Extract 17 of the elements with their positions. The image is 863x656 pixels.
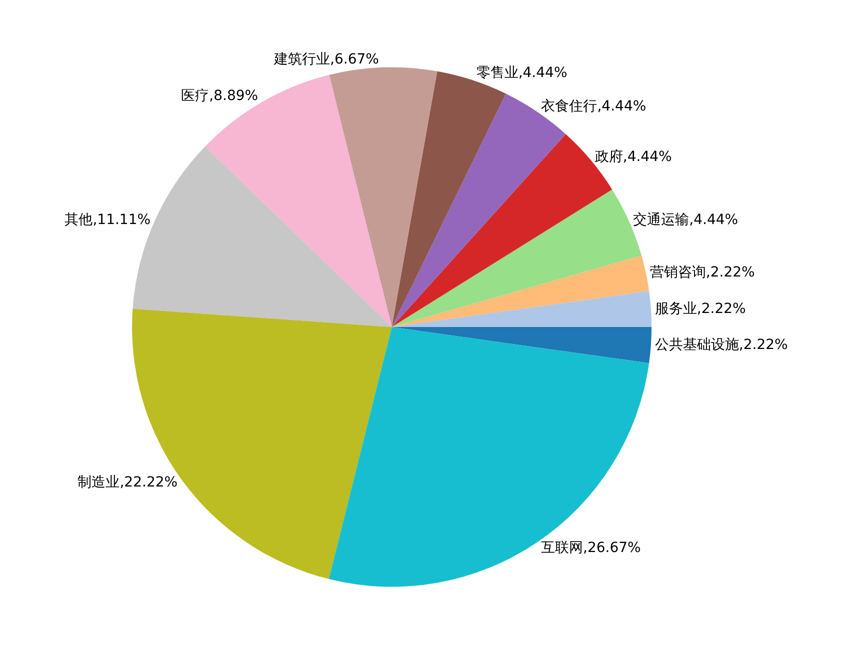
slice-label: 互联网,26.67% xyxy=(541,540,641,556)
slice-label: 制造业,22.22% xyxy=(78,474,178,490)
slice-label: 衣食住行,4.44% xyxy=(541,98,646,114)
pie-slice xyxy=(392,290,652,328)
slice-label: 公共基础设施,2.22% xyxy=(654,337,788,354)
slice-label: 服务业,2.22% xyxy=(654,300,746,317)
slice-label: 营销咨询,2.22% xyxy=(650,264,755,281)
slice-label: 政府,4.44% xyxy=(594,148,672,165)
slice-label: 医疗,8.89% xyxy=(181,88,258,104)
pie-slice xyxy=(328,327,650,587)
slice-label: 交通运输,4.44% xyxy=(633,212,738,228)
slice-label: 其他,11.11% xyxy=(64,212,151,228)
pie-slice xyxy=(329,67,438,328)
slice-label: 建筑行业,6.67% xyxy=(273,51,379,68)
slice-label: 零售业,4.44% xyxy=(476,64,568,81)
pie-slice xyxy=(392,327,652,364)
pie-slice xyxy=(392,255,650,328)
